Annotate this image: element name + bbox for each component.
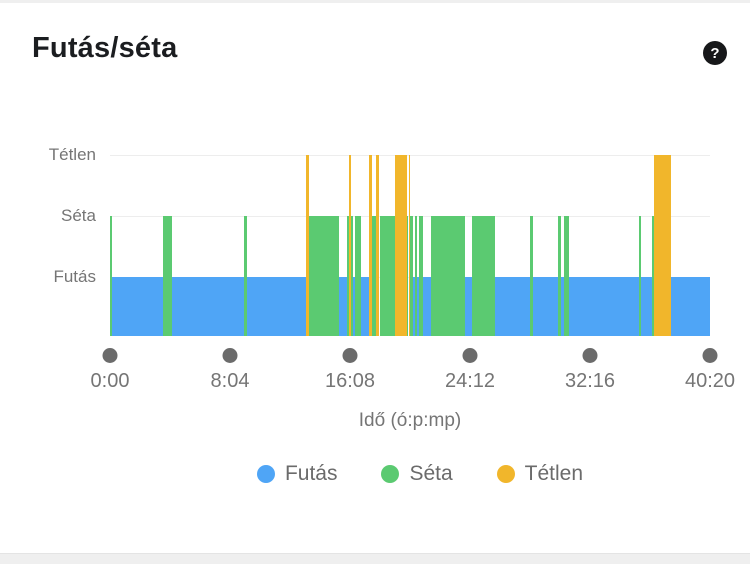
segment-idle bbox=[394, 155, 407, 336]
segment-run bbox=[560, 277, 564, 336]
x-axis-tick-label: 40:20 bbox=[684, 370, 736, 392]
segment-idle bbox=[368, 155, 372, 336]
segment-run bbox=[495, 277, 530, 336]
segment-run bbox=[641, 277, 653, 336]
segment-walk bbox=[162, 216, 172, 336]
legend-item-idle[interactable]: Tétlen bbox=[496, 462, 584, 486]
x-axis-tick-label: 0:00 bbox=[90, 370, 130, 392]
segment-walk bbox=[557, 216, 561, 336]
segment-walk bbox=[379, 216, 395, 336]
segment-walk bbox=[472, 216, 496, 336]
segment-walk bbox=[639, 216, 642, 336]
segment-run bbox=[417, 277, 420, 336]
segment-walk bbox=[563, 216, 569, 336]
x-axis-tick-dot[interactable] bbox=[462, 348, 478, 363]
legend-item-run[interactable]: Futás bbox=[256, 462, 338, 486]
segment-idle bbox=[408, 155, 411, 336]
x-axis-tick-label: 24:12 bbox=[444, 370, 496, 392]
segment-run bbox=[360, 277, 369, 336]
bottom-divider-strip bbox=[0, 553, 750, 564]
segment-run bbox=[111, 277, 163, 336]
segment-walk bbox=[110, 216, 112, 336]
x-axis-tick-dot[interactable] bbox=[582, 348, 598, 363]
segment-walk bbox=[431, 216, 466, 336]
chart-legend: Futás Séta Tétlen bbox=[110, 461, 730, 487]
top-divider-strip bbox=[0, 0, 750, 3]
x-axis-title: Idő (ó:p:mp) bbox=[358, 410, 462, 431]
x-axis-tick-dot[interactable] bbox=[102, 348, 118, 363]
x-axis-tick-dot[interactable] bbox=[702, 348, 718, 363]
segment-run bbox=[338, 277, 347, 336]
segment-walk bbox=[371, 216, 376, 336]
segment-idle bbox=[375, 155, 380, 336]
x-axis-tick-labels: 0:00 8:04 16:08 24:12 32:16 40:20 bbox=[91, 370, 736, 394]
y-axis-label-futás: Futás bbox=[53, 267, 96, 286]
x-axis-tick-label: 8:04 bbox=[210, 370, 250, 392]
segment-walk bbox=[415, 216, 418, 336]
segment-idle bbox=[306, 155, 310, 336]
help-button[interactable]: ? bbox=[703, 41, 727, 65]
page-title: Futás/séta bbox=[32, 32, 178, 64]
legend-label-idle: Tétlen bbox=[524, 462, 584, 485]
segment-walk bbox=[244, 216, 248, 336]
y-axis-label-séta: Séta bbox=[61, 206, 96, 225]
legend-item-walk[interactable]: Séta bbox=[381, 462, 453, 486]
x-axis-tick-label: 32:16 bbox=[564, 370, 616, 392]
segment-idle bbox=[654, 155, 672, 336]
legend-dot-idle bbox=[496, 465, 515, 483]
segment-walk bbox=[530, 216, 533, 336]
segment-walk bbox=[354, 216, 361, 336]
segment-run bbox=[568, 277, 640, 336]
y-axis-label-tétlen: Tétlen bbox=[48, 145, 96, 164]
plot-area bbox=[110, 155, 710, 336]
segment-run bbox=[413, 277, 416, 336]
segment-walk bbox=[652, 216, 655, 336]
x-axis-tick-label: 16:08 bbox=[324, 370, 376, 392]
legend-dot-run bbox=[256, 465, 275, 483]
segment-run bbox=[171, 277, 245, 336]
segment-walk bbox=[419, 216, 424, 336]
segment-run bbox=[465, 277, 473, 336]
segment-run bbox=[671, 277, 710, 336]
segment-walk bbox=[406, 216, 409, 336]
x-axis-ticks bbox=[102, 348, 718, 363]
segment-run bbox=[532, 277, 558, 336]
question-mark-icon: ? bbox=[710, 44, 720, 62]
x-axis-tick-dot[interactable] bbox=[342, 348, 358, 363]
segment-run bbox=[247, 277, 307, 336]
x-axis-tick-dot[interactable] bbox=[222, 348, 238, 363]
segment-walk bbox=[309, 216, 339, 336]
legend-dot-walk bbox=[381, 465, 400, 483]
legend-label-walk: Séta bbox=[409, 462, 453, 485]
segment-walk bbox=[410, 216, 414, 336]
segment-walk bbox=[346, 216, 349, 336]
segment-walk bbox=[350, 216, 353, 336]
segment-idle bbox=[348, 155, 351, 336]
segment-run bbox=[352, 277, 355, 336]
segment-run bbox=[423, 277, 432, 336]
legend-label-run: Futás bbox=[284, 462, 338, 485]
